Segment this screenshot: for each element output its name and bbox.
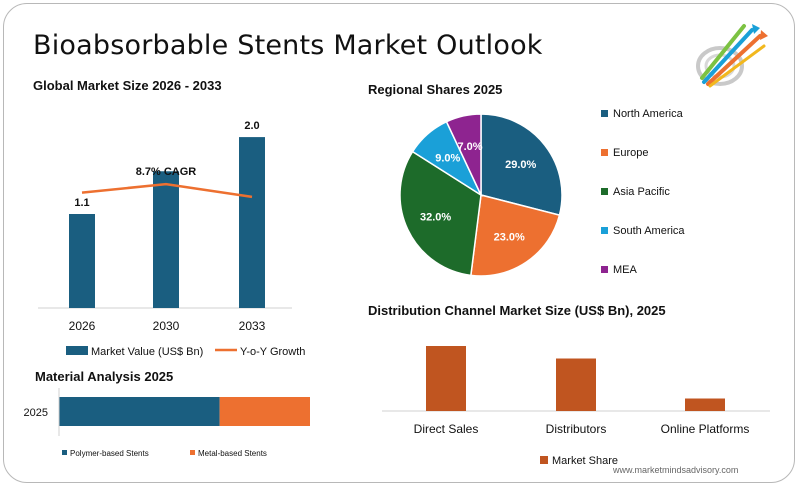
legend-label-mea: MEA: [613, 264, 638, 276]
cagr-annotation: 8.7% CAGR: [136, 166, 197, 178]
legend-label-metal: Metal-based Stents: [198, 449, 267, 458]
pie-label-north-america: 29.0%: [505, 159, 536, 171]
legend-swatch-market-share: [540, 456, 548, 464]
pie-label-europe: 23.0%: [494, 232, 525, 244]
bar-distributors: [556, 358, 596, 411]
legend-swatch-mea: [601, 266, 608, 273]
x-tick-online-platforms: Online Platforms: [661, 422, 750, 436]
x-tick-2033: 2033: [239, 319, 266, 333]
channel-chart-title: Distribution Channel Market Size (US$ Bn…: [368, 303, 666, 318]
bar-2030: [153, 171, 179, 308]
legend-label-north-america: North America: [613, 108, 684, 120]
legend-label-polymer: Polymer-based Stents: [70, 449, 149, 458]
bar-online-platforms: [685, 398, 725, 411]
stacked-segment-metal: [219, 397, 310, 426]
data-label-2033: 2.0: [244, 120, 259, 132]
pie-slice-north-america: [480, 113, 563, 217]
page-title: Bioabsorbable Stents Market Outlook: [33, 30, 543, 61]
pie-slice-mea: [445, 113, 482, 196]
material-chart-title: Material Analysis 2025: [35, 369, 174, 384]
yoy-growth-line: [81, 182, 253, 199]
legend-swatch-asia-pacific: [601, 188, 608, 195]
x-tick-2026: 2026: [69, 319, 96, 333]
legend-swatch-metal: [190, 450, 195, 455]
pie-label-south-america: 9.0%: [435, 152, 460, 164]
x-tick-2030: 2030: [153, 319, 180, 333]
pie-label-asia-pacific: 32.0%: [420, 211, 451, 223]
bar-2026: [69, 214, 95, 308]
regional-chart-title: Regional Shares 2025: [368, 82, 503, 97]
global-chart-title: Global Market Size 2026 - 2033: [33, 78, 222, 93]
bar-direct-sales: [426, 346, 466, 411]
legend-label-europe: Europe: [613, 147, 648, 159]
legend-label-yoy: Y-o-Y Growth: [240, 346, 305, 358]
legend-label-south-america: South America: [613, 225, 685, 237]
data-label-2026: 1.1: [74, 197, 89, 209]
bar-2033: [239, 137, 265, 308]
pie-slice-europe: [470, 194, 561, 277]
website-url: www.marketmindsadvisory.com: [613, 465, 739, 475]
legend-swatch-north-america: [601, 110, 608, 117]
legend-swatch-europe: [601, 149, 608, 156]
logo-icon: [690, 20, 770, 97]
legend-label-market-value: Market Value (US$ Bn): [91, 346, 203, 358]
x-tick-distributors: Distributors: [546, 422, 607, 436]
pie-label-mea: 7.0%: [458, 141, 483, 153]
legend-label-market-share: Market Share: [552, 455, 618, 467]
x-tick-direct-sales: Direct Sales: [414, 422, 479, 436]
y-tick-2025: 2025: [24, 407, 48, 419]
legend-swatch-market-value: [66, 346, 88, 355]
legend-swatch-polymer: [62, 450, 67, 455]
legend-swatch-south-america: [601, 227, 608, 234]
stacked-segment-polymer: [59, 397, 220, 426]
legend-label-asia-pacific: Asia Pacific: [613, 186, 670, 198]
